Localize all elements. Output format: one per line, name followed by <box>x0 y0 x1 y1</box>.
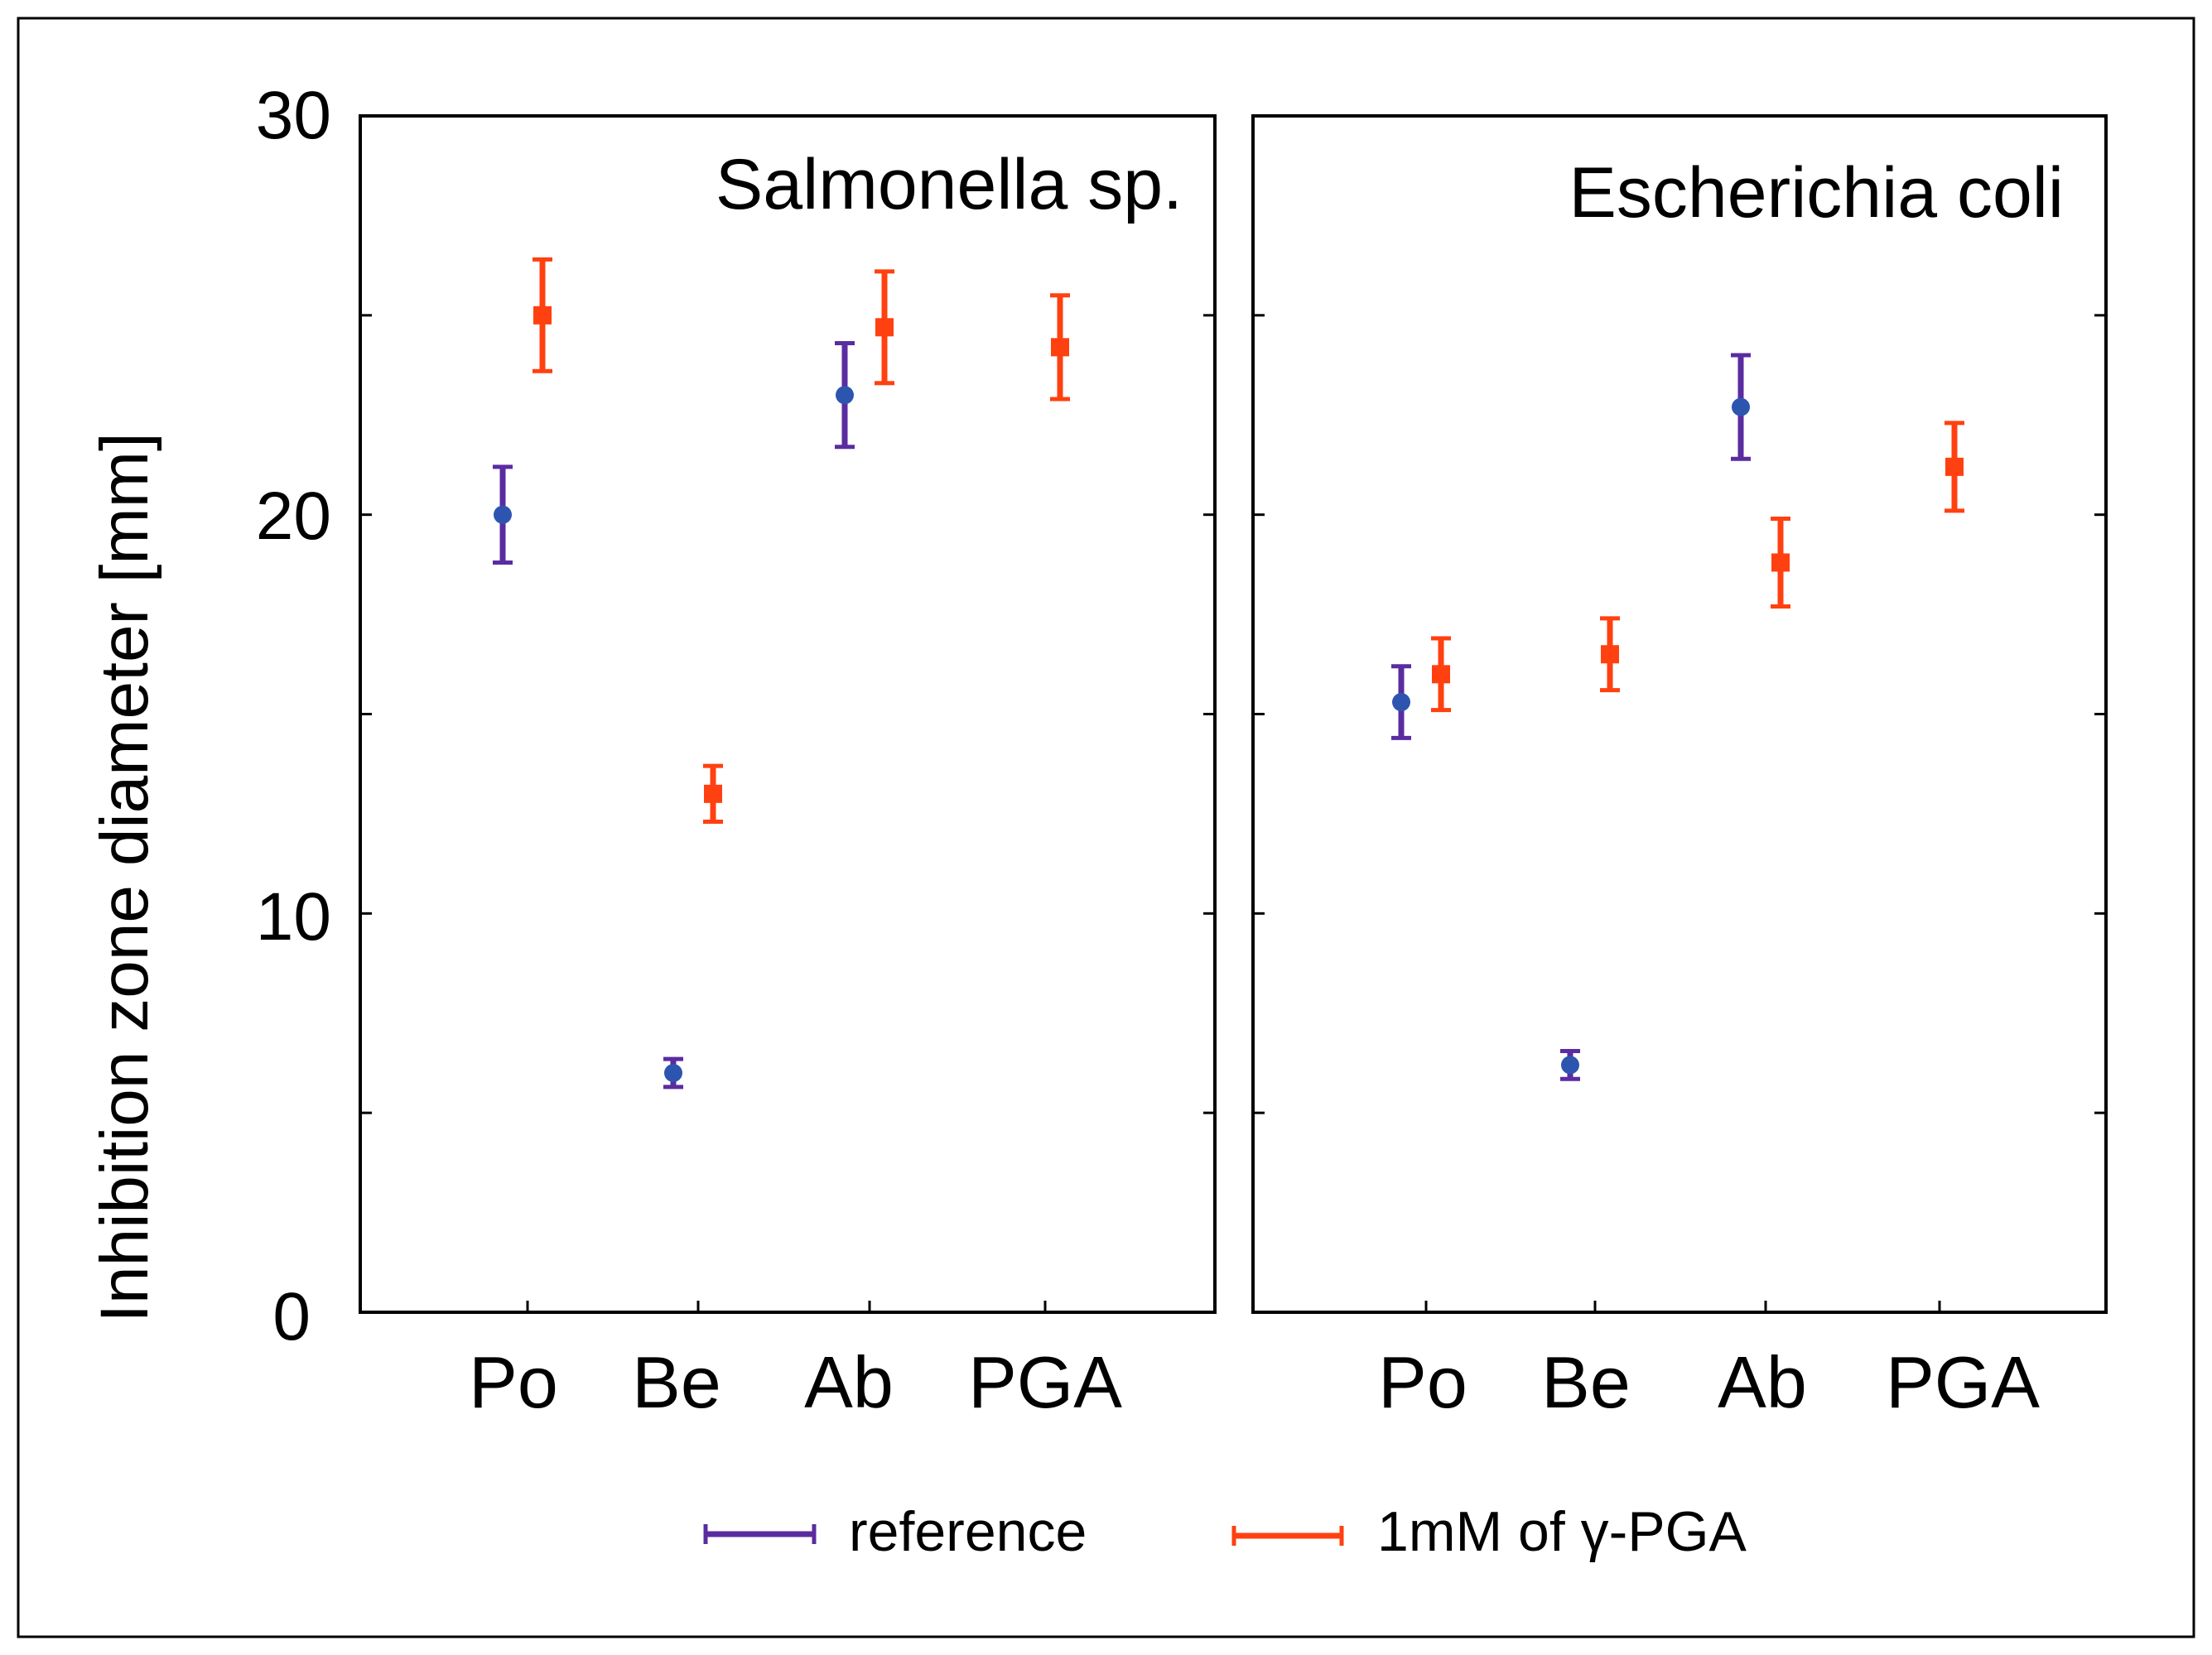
panel-salmonella: Salmonella sp. Po Be Ab PGA <box>359 114 1217 1423</box>
panel-title: Salmonella sp. <box>716 145 1183 224</box>
legend-item-reference: reference <box>703 1500 1087 1563</box>
y-tick-label-0: 0 <box>272 1279 311 1354</box>
panel-ticks <box>360 114 1215 1314</box>
data-point-reference-be <box>1561 1056 1579 1075</box>
panel-ticks <box>1253 114 2106 1314</box>
legend: reference 1mM of γ-PGA <box>703 1500 1747 1563</box>
panel-escherichia: Escherichia coli Po Be Ab PGA <box>1251 114 2108 1423</box>
legend-label-reference: reference <box>849 1500 1087 1563</box>
y-axis-title: Inhibition zone diameter [mm] <box>87 432 162 1323</box>
panel-x-labels: Po Be Ab PGA <box>1378 1341 2040 1423</box>
y-tick-label-20: 20 <box>256 479 331 554</box>
x-tick-label-be: Be <box>632 1341 721 1423</box>
data-point-pga-pga <box>1051 338 1069 357</box>
panel-title: Escherichia coli <box>1569 153 2064 233</box>
y-tick-label-30: 30 <box>256 78 331 153</box>
data-point-reference-be <box>664 1064 682 1082</box>
x-tick-label-pga: PGA <box>968 1341 1122 1423</box>
data-point-pga-pga <box>1945 457 1964 476</box>
legend-label-pga: 1mM of γ-PGA <box>1377 1500 1747 1563</box>
data-point-pga-po <box>1432 665 1450 684</box>
outer-frame <box>17 17 2195 1638</box>
data-point-reference-ab <box>836 386 854 405</box>
x-tick-label-pga: PGA <box>1886 1341 2040 1423</box>
data-point-pga-be <box>704 784 722 803</box>
x-tick-label-be: Be <box>1541 1341 1631 1423</box>
data-point-pga-po <box>533 306 552 325</box>
panel-marks <box>1391 353 1964 1081</box>
x-tick-label-ab: Ab <box>1718 1341 1807 1423</box>
data-point-pga-be <box>1601 645 1619 664</box>
x-tick-label-ab: Ab <box>804 1341 894 1423</box>
data-point-reference-po <box>494 505 512 524</box>
data-point-pga-ab <box>1771 553 1790 572</box>
x-tick-label-po: Po <box>469 1341 558 1423</box>
y-tick-label-10: 10 <box>256 879 331 955</box>
panel-x-labels: Po Be Ab PGA <box>469 1341 1122 1423</box>
panel-marks <box>493 257 1070 1090</box>
legend-item-pga: 1mM of γ-PGA <box>1231 1500 1747 1563</box>
data-point-pga-ab <box>875 318 894 337</box>
x-tick-label-po: Po <box>1378 1341 1467 1423</box>
data-point-reference-po <box>1392 693 1410 712</box>
data-point-reference-ab <box>1732 397 1750 416</box>
